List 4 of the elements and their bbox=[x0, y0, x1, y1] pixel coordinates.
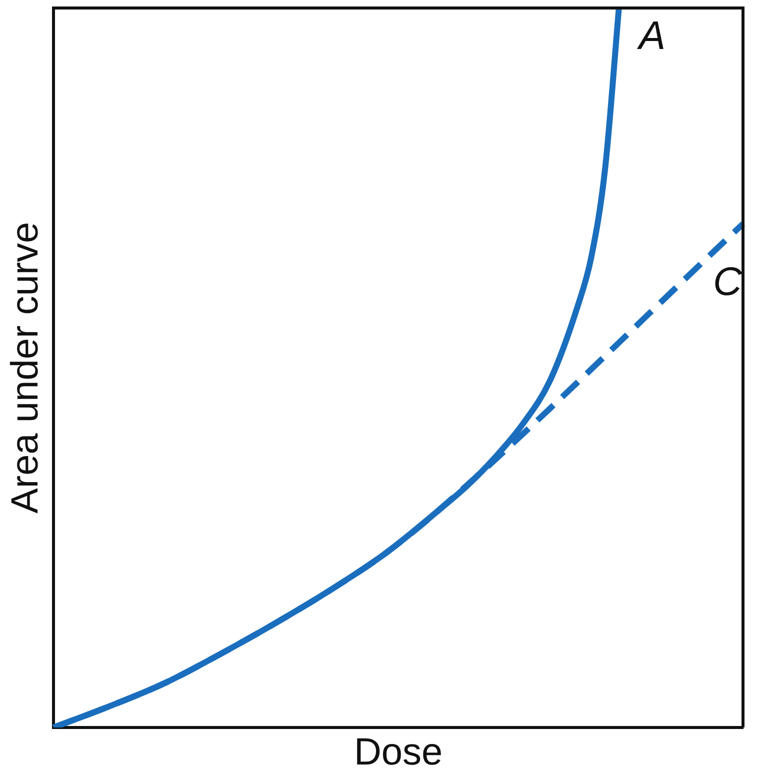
y-axis-title: Area under curve bbox=[4, 222, 46, 514]
series-label: C bbox=[713, 260, 743, 304]
series-label: A bbox=[636, 14, 666, 58]
x-axis-title: Dose bbox=[354, 732, 443, 774]
